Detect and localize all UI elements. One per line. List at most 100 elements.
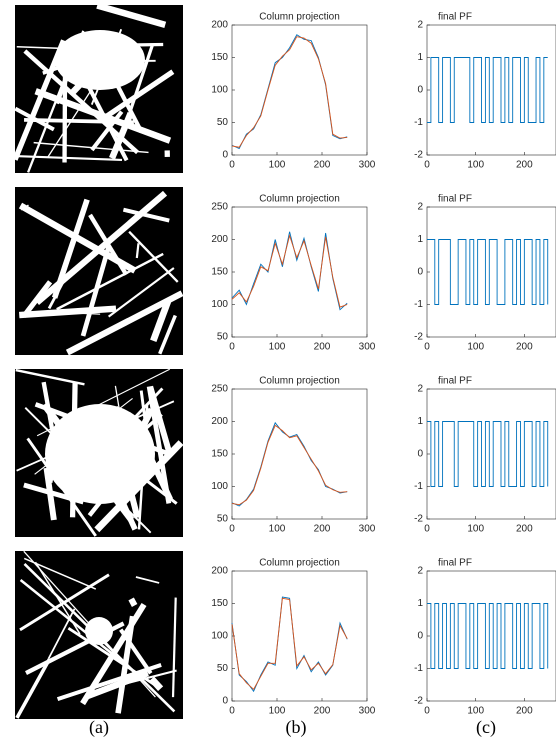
- image-stroke: [128, 597, 138, 607]
- y-tick-label: -2: [414, 514, 423, 525]
- x-tick-label: 0: [229, 524, 235, 535]
- image-stroke: [19, 579, 143, 679]
- y-tick-label: -2: [414, 150, 423, 161]
- image-blob: [85, 617, 113, 645]
- image-stroke: [15, 658, 52, 719]
- plot-area: [231, 570, 368, 702]
- image-stroke: [23, 482, 85, 505]
- line: [231, 596, 348, 693]
- image-stroke: [98, 69, 175, 123]
- image-blob: [55, 30, 145, 90]
- y-tick-label: 0: [222, 696, 228, 707]
- x-tick-label: 200: [314, 524, 331, 535]
- line: [231, 233, 348, 308]
- image-stroke: [14, 106, 55, 132]
- y-tick-label: -1: [414, 117, 423, 128]
- chart-title: final PF: [438, 194, 472, 205]
- y-tick-label: 150: [211, 598, 228, 609]
- chart-title: Column projection: [259, 194, 340, 205]
- y-tick-label: 200: [211, 566, 228, 577]
- x-tick-label: 100: [269, 342, 286, 353]
- y-tick-label: 50: [217, 332, 229, 343]
- chart-title: final PF: [438, 376, 472, 387]
- image-stroke: [146, 386, 172, 504]
- y-tick-label: 200: [211, 234, 228, 245]
- image-stroke: [67, 626, 160, 689]
- plot-area: [231, 206, 368, 338]
- y-tick-label: 2: [417, 20, 423, 31]
- y-tick-label: 1: [417, 52, 423, 63]
- y-tick-label: 100: [211, 299, 228, 310]
- y-tick-label: 0: [417, 85, 423, 96]
- image-stroke: [47, 608, 76, 659]
- y-tick-label: 200: [211, 416, 228, 427]
- x-tick-label: 100: [467, 524, 484, 535]
- y-tick-label: 0: [417, 631, 423, 642]
- plot-area: [426, 388, 556, 520]
- x-tick-label: 100: [467, 706, 484, 717]
- x-tick-label: 100: [269, 706, 286, 717]
- y-tick-label: 2: [417, 566, 423, 577]
- x-tick-label: 200: [314, 706, 331, 717]
- image-stroke: [56, 663, 162, 701]
- plot-area: [231, 24, 368, 156]
- x-tick-label: 0: [424, 160, 430, 171]
- image-stroke: [56, 252, 164, 311]
- image-stroke: [128, 230, 179, 283]
- x-tick-label: 100: [269, 524, 286, 535]
- x-tick-label: 200: [516, 342, 533, 353]
- y-tick-label: 1: [417, 416, 423, 427]
- image-stroke: [135, 576, 160, 584]
- chart-title: Column projection: [259, 12, 340, 23]
- image-stroke: [33, 141, 149, 154]
- x-tick-label: 200: [314, 342, 331, 353]
- plot-area: [426, 24, 556, 156]
- image-stroke: [149, 676, 164, 692]
- y-tick-label: 0: [417, 449, 423, 460]
- image-stroke: [65, 290, 184, 356]
- y-tick-label: 1: [417, 598, 423, 609]
- y-tick-label: 1: [417, 234, 423, 245]
- step-line: [427, 57, 548, 123]
- image-stroke: [158, 314, 177, 355]
- image-stroke: [23, 49, 139, 155]
- step-line: [427, 239, 549, 305]
- y-tick-label: 200: [211, 20, 228, 31]
- image-stroke: [108, 267, 175, 318]
- image-stroke: [90, 110, 124, 152]
- y-tick-label: -1: [414, 481, 423, 492]
- image-stroke: [15, 368, 85, 386]
- chart-title: Column projection: [259, 558, 340, 569]
- x-tick-label: 200: [516, 706, 533, 717]
- y-tick-label: 150: [211, 449, 228, 460]
- y-tick-label: -2: [414, 332, 423, 343]
- y-tick-label: 0: [222, 150, 228, 161]
- x-tick-label: 300: [359, 524, 376, 535]
- x-tick-label: 0: [229, 706, 235, 717]
- image-stroke: [80, 245, 112, 337]
- binary-images: [12, 2, 184, 719]
- x-tick-label: 0: [424, 524, 430, 535]
- y-tick-label: -1: [414, 299, 423, 310]
- image-blob: [45, 404, 155, 504]
- x-tick-label: 100: [269, 160, 286, 171]
- y-tick-label: 50: [217, 663, 229, 674]
- x-tick-label: 100: [467, 160, 484, 171]
- x-tick-label: 0: [424, 342, 430, 353]
- image-stroke: [96, 2, 167, 29]
- y-tick-label: 0: [417, 267, 423, 278]
- y-tick-label: 100: [211, 631, 228, 642]
- plot-area: [426, 570, 556, 702]
- caption: (a): [89, 717, 109, 738]
- image-stroke: [18, 155, 123, 161]
- plot-area: [231, 388, 368, 520]
- caption: (c): [476, 717, 496, 738]
- x-tick-label: 200: [314, 160, 331, 171]
- y-tick-label: 100: [211, 481, 228, 492]
- x-tick-label: 300: [359, 160, 376, 171]
- line: [231, 424, 348, 506]
- x-tick-label: 300: [359, 706, 376, 717]
- image-stroke: [19, 573, 110, 632]
